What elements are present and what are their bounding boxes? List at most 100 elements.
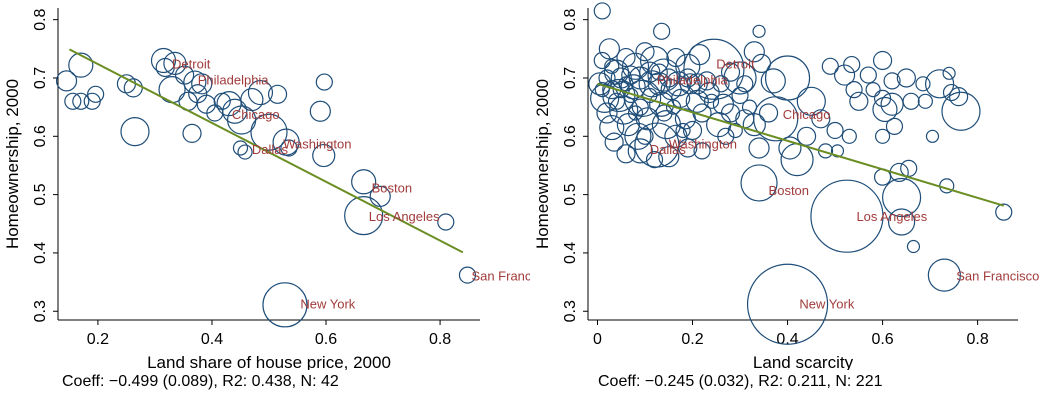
data-point <box>645 151 664 169</box>
data-point <box>810 179 884 253</box>
data-point <box>883 72 901 90</box>
data-point <box>927 258 961 292</box>
data-point <box>941 91 981 131</box>
data-point <box>636 127 654 145</box>
data-point <box>736 75 754 93</box>
y-tick-label: 0.8 <box>32 8 49 30</box>
bubble-group <box>55 47 477 328</box>
data-point <box>593 51 611 70</box>
data-point <box>351 169 377 195</box>
data-point <box>598 38 620 60</box>
city-label: Boston <box>372 181 412 196</box>
data-point <box>607 92 626 110</box>
data-point <box>682 120 703 141</box>
data-point <box>55 70 78 92</box>
data-point <box>250 113 288 151</box>
x-axis-label: Land scarcity <box>753 353 854 370</box>
data-point <box>720 103 741 123</box>
data-point <box>72 92 90 110</box>
left-scatter-chart: 0.3 0.4 0.5 0.6 0.7 0.8 0.2 0.4 0.6 0.8 Land share… <box>3 8 555 372</box>
data-point <box>603 59 630 85</box>
city-label: Boston <box>769 183 809 198</box>
x-axis-label: Land share of house price, 2000 <box>147 353 391 370</box>
city-label: Dallas <box>650 142 687 157</box>
data-point <box>665 71 691 97</box>
data-point <box>743 41 765 63</box>
y-tick-label: 0.4 <box>32 242 49 264</box>
y-axis-label: Homeownership, 2000 <box>3 79 22 249</box>
data-point <box>150 47 177 74</box>
data-point <box>120 117 150 147</box>
data-point <box>658 146 680 168</box>
right-scatter-chart: 0.3 0.4 0.5 0.6 0.7 0.8 0 0.2 0.4 0.6 0.8 Land scar… <box>533 2 1039 372</box>
city-label: San Francisco <box>956 269 1039 284</box>
data-point <box>593 2 611 20</box>
data-point <box>621 52 650 80</box>
data-point <box>906 239 921 254</box>
data-point <box>811 109 831 129</box>
data-point <box>616 144 636 164</box>
data-point <box>604 132 624 152</box>
data-point <box>748 137 770 159</box>
data-point <box>665 99 682 115</box>
data-point <box>717 127 735 145</box>
data-point <box>620 74 646 100</box>
x-tick-label: 0.8 <box>966 331 988 348</box>
data-point <box>727 122 743 139</box>
x-tick-label: 0.2 <box>87 331 109 348</box>
city-label: Detroit <box>172 56 211 71</box>
data-point <box>594 82 610 98</box>
y-tick-label: 0.6 <box>562 125 579 147</box>
data-point <box>650 63 668 81</box>
city-label: Washington <box>283 136 351 151</box>
data-point <box>859 66 877 84</box>
x-tick-label: 0.4 <box>776 331 798 348</box>
data-point <box>639 61 661 83</box>
y-tick-label: 0.8 <box>562 8 579 30</box>
city-label: San Francisco <box>471 269 530 284</box>
data-point <box>610 67 632 89</box>
data-point <box>915 76 931 92</box>
data-point <box>635 42 655 62</box>
data-point <box>627 105 644 121</box>
city-label: Dallas <box>252 142 289 157</box>
data-point <box>315 73 333 91</box>
data-point <box>653 22 671 40</box>
data-point <box>881 177 922 218</box>
data-point <box>678 138 698 158</box>
data-point <box>740 164 778 202</box>
data-point <box>344 196 384 236</box>
data-point <box>841 128 857 144</box>
data-point <box>689 44 711 66</box>
data-point <box>925 129 940 143</box>
data-point <box>887 208 916 236</box>
data-point <box>693 142 711 160</box>
data-point <box>865 82 881 98</box>
left-chart-panel: 0.3 0.4 0.5 0.6 0.7 0.8 0.2 0.4 0.6 0.8 Land share… <box>0 0 555 399</box>
data-point <box>647 72 671 96</box>
data-point <box>843 55 861 74</box>
city-label: Chicago <box>232 107 280 122</box>
data-point <box>942 66 956 80</box>
data-point <box>712 75 730 93</box>
data-point <box>796 86 826 116</box>
data-point <box>880 92 904 116</box>
data-point <box>925 69 955 99</box>
data-point <box>312 143 336 168</box>
data-point <box>247 79 274 106</box>
left-regression-caption: Coeff: −0.499 (0.089), R2: 0.438, N: 42 <box>62 373 339 390</box>
data-point <box>885 117 904 135</box>
x-tick-label: 0.8 <box>429 331 451 348</box>
data-point <box>618 76 634 92</box>
right-chart-panel: 0.3 0.4 0.5 0.6 0.7 0.8 0 0.2 0.4 0.6 0.8 Land scar… <box>530 0 1061 399</box>
data-point <box>758 103 779 123</box>
y-tick-label: 0.5 <box>562 183 579 205</box>
bubble-group <box>588 2 1013 345</box>
x-tick-label: 0.6 <box>871 331 893 348</box>
data-point <box>237 144 253 160</box>
x-tick-label: 0.2 <box>681 331 703 348</box>
data-point <box>616 47 636 68</box>
city-label: Washington <box>669 136 737 151</box>
data-point <box>232 140 249 156</box>
data-point <box>686 73 708 95</box>
